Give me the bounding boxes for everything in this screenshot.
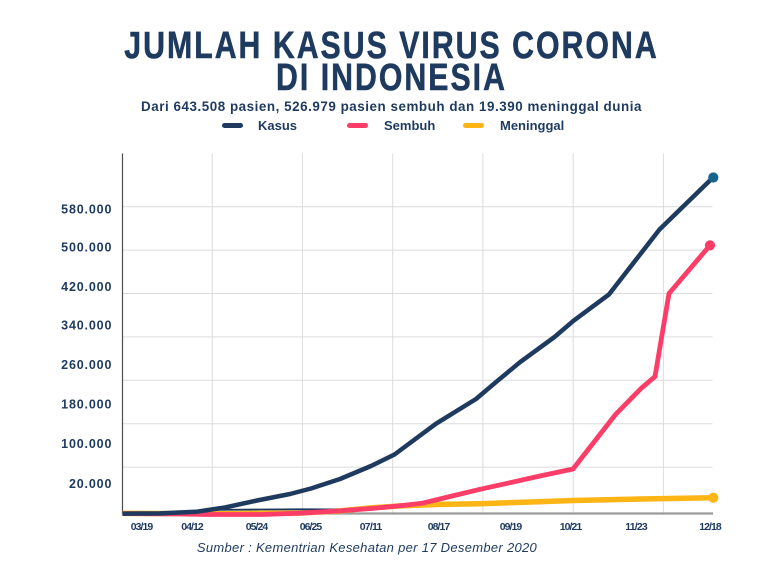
svg-text:20.000: 20.000 bbox=[69, 477, 112, 491]
svg-text:340.000: 340.000 bbox=[61, 319, 112, 333]
svg-text:08/17: 08/17 bbox=[428, 521, 451, 533]
svg-text:260.000: 260.000 bbox=[61, 358, 112, 372]
svg-text:100.000: 100.000 bbox=[61, 437, 112, 451]
svg-text:07/11: 07/11 bbox=[360, 521, 383, 533]
svg-text:580.000: 580.000 bbox=[61, 203, 112, 217]
svg-text:05/24: 05/24 bbox=[246, 521, 269, 533]
svg-text:180.000: 180.000 bbox=[61, 397, 112, 411]
svg-text:09/19: 09/19 bbox=[500, 521, 523, 533]
svg-text:500.000: 500.000 bbox=[61, 241, 112, 255]
svg-text:10/21: 10/21 bbox=[560, 521, 583, 533]
svg-text:11/23: 11/23 bbox=[625, 521, 648, 533]
svg-text:12/18: 12/18 bbox=[699, 521, 722, 533]
svg-text:03/19: 03/19 bbox=[131, 521, 154, 533]
svg-text:04/12: 04/12 bbox=[181, 521, 204, 533]
svg-text:06/25: 06/25 bbox=[300, 521, 323, 533]
svg-text:420.000: 420.000 bbox=[61, 280, 112, 294]
